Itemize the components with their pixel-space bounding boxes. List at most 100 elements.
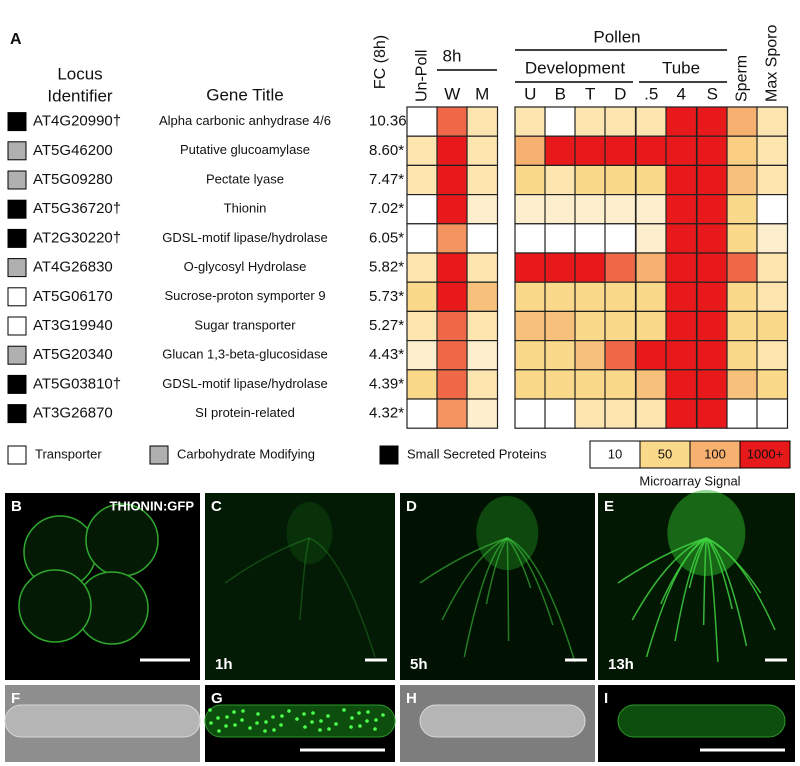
pollen-tube (419, 537, 508, 584)
stigma (286, 502, 333, 564)
heatmap-cell (756, 398, 789, 429)
heatmap-cell (756, 281, 789, 313)
pollen-tube (309, 537, 376, 658)
panel-label: I (604, 690, 608, 707)
micrograph-content (18, 503, 190, 662)
heatmap-cell (726, 281, 759, 313)
heatmap-cell (635, 194, 668, 225)
heatmap-cell (436, 398, 469, 429)
gfp-dot (263, 729, 267, 733)
heatmap-cell (406, 106, 439, 137)
heatmap-cell (466, 310, 499, 342)
gfp-dot (209, 721, 213, 725)
heatmap-cell (436, 135, 469, 166)
heatmap-cell (726, 369, 759, 400)
gfp-dot (271, 715, 275, 719)
scale-box (589, 440, 641, 469)
heatmap-cell (514, 194, 547, 225)
heatmap-cell (436, 369, 469, 400)
heatmap-cell (756, 340, 789, 371)
heatmap-cell (574, 164, 607, 196)
class-label: Carbohydrate Modifying (177, 446, 315, 461)
class-swatch (7, 404, 27, 424)
group-header: Tube (662, 58, 700, 77)
heatmap-cell (756, 194, 789, 225)
gfp-dot (310, 720, 314, 724)
gfp-dot (216, 716, 220, 720)
gfp-dot (295, 717, 299, 721)
heatmap-cell (574, 398, 607, 429)
gfp-dot (217, 729, 221, 733)
fold-change: 5.73* (369, 288, 404, 305)
gene-title: Alpha carbonic anhydrase 4/6 (159, 113, 331, 128)
gfp-dot (373, 727, 377, 731)
heatmap-cell (436, 223, 469, 254)
gfp-dot (350, 716, 354, 720)
fold-change: 5.82* (369, 259, 404, 276)
heatmap-cell (696, 135, 729, 166)
heatmap-cell (756, 106, 789, 137)
gfp-dot (358, 724, 362, 728)
gene-title: Glucan 1,3-beta-glucosidase (162, 347, 328, 362)
heatmap-cell (696, 310, 729, 342)
pollen-tube (706, 537, 776, 631)
class-swatch (7, 112, 27, 132)
heatmap-cell (436, 252, 469, 283)
micrograph (400, 493, 595, 680)
heatmap-cell (514, 340, 547, 371)
heatmap-cell (514, 223, 547, 254)
heatmap-cell (635, 281, 668, 313)
class-swatch (7, 374, 27, 394)
column-header: .5 (644, 84, 658, 103)
heatmap-cell (756, 135, 789, 166)
panel-label: E (604, 498, 614, 515)
gfp-dot (302, 712, 306, 716)
gfp-dot (366, 710, 370, 714)
gfp-dot (225, 715, 229, 719)
pollen-grain (85, 503, 159, 577)
time-label: 13h (608, 656, 634, 673)
heatmap-cell (544, 194, 577, 225)
heatmap-cell (406, 398, 439, 429)
heatmap-cell (574, 252, 607, 283)
heatmap-cell (574, 281, 607, 313)
heatmap-cell (514, 398, 547, 429)
heatmap-cell (696, 223, 729, 254)
pollen-tube (705, 537, 733, 610)
fold-change: 7.47* (369, 171, 404, 188)
column-header: S (707, 84, 718, 103)
header: Identifier (47, 86, 113, 105)
column-header: Max Sporo (763, 25, 780, 102)
pollen-tube (299, 537, 311, 621)
fold-change: 4.39* (369, 375, 404, 392)
pollen-tube (506, 537, 510, 642)
scale-box (639, 440, 691, 469)
pollen-tube (224, 537, 310, 584)
heatmap-cell (726, 223, 759, 254)
tube (617, 704, 786, 738)
heatmap-cell (635, 310, 668, 342)
micrograph-content (419, 704, 586, 738)
locus: AT3G26870 (33, 405, 113, 422)
scale-label: 1000+ (747, 446, 784, 461)
heatmap-cell (574, 310, 607, 342)
header: FC (8h) (372, 35, 389, 89)
pollen-tube (631, 537, 707, 621)
scale-box (689, 440, 741, 469)
heatmap-cell (604, 310, 637, 342)
heatmap-cell (406, 194, 439, 225)
locus: AT3G19940 (33, 317, 113, 334)
pollen-grain (18, 569, 92, 643)
time-label: 5h (410, 656, 428, 673)
pollen-tube (506, 537, 576, 663)
gfp-dot (248, 726, 252, 730)
heatmap-cell (604, 164, 637, 196)
time-label: 1h (215, 656, 233, 673)
heatmap-cell (574, 223, 607, 254)
heatmap-cell (756, 310, 789, 342)
tube (204, 704, 396, 738)
heatmap-cell (436, 164, 469, 196)
gfp-dot (233, 723, 237, 727)
column-header: Un-Poll (413, 50, 430, 102)
